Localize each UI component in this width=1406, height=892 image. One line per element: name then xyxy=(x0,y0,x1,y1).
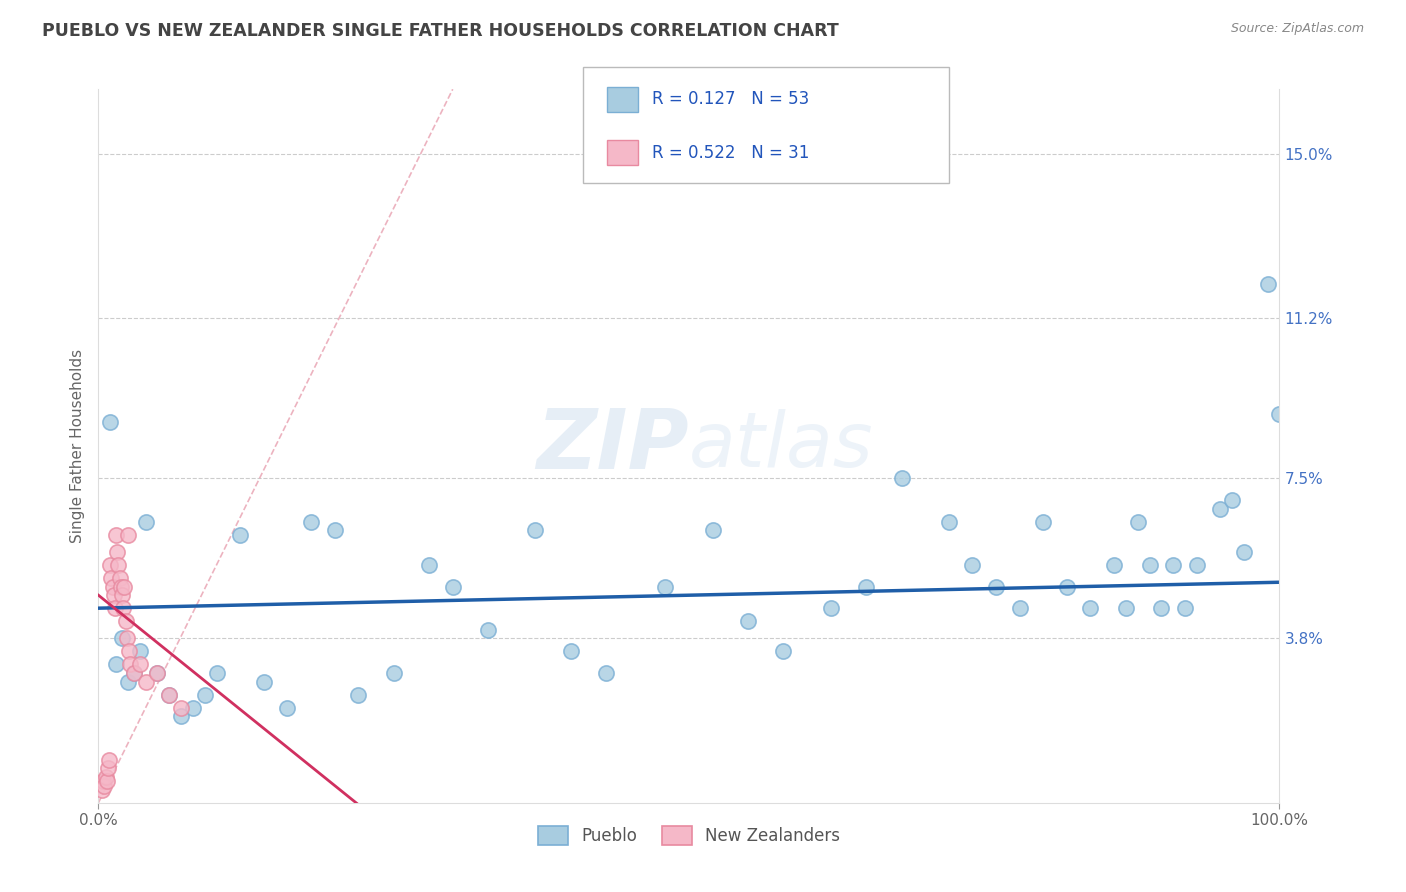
Point xyxy=(100,571,122,585)
Point xyxy=(441,580,464,594)
Text: R = 0.127   N = 53: R = 0.127 N = 53 xyxy=(652,90,810,108)
Point xyxy=(595,666,617,681)
Point xyxy=(1268,407,1291,421)
Point xyxy=(299,515,322,529)
Point xyxy=(157,688,180,702)
Point xyxy=(101,580,124,594)
Point xyxy=(1008,601,1031,615)
Point xyxy=(229,527,252,541)
Point xyxy=(1115,601,1137,615)
Point xyxy=(105,657,128,672)
Point xyxy=(146,666,169,681)
Point xyxy=(104,601,127,615)
Point xyxy=(117,527,139,541)
Point xyxy=(118,644,141,658)
Point xyxy=(98,753,121,767)
Text: atlas: atlas xyxy=(689,409,873,483)
Point xyxy=(112,601,135,615)
Point xyxy=(737,614,759,628)
Point xyxy=(382,666,405,681)
Point xyxy=(1150,601,1173,615)
Point xyxy=(105,545,128,559)
Point xyxy=(111,588,134,602)
Point xyxy=(560,644,582,658)
Point xyxy=(890,471,912,485)
Point xyxy=(772,644,794,658)
Point xyxy=(94,770,117,784)
Point xyxy=(135,515,157,529)
Point xyxy=(1185,558,1208,572)
Point xyxy=(122,666,145,681)
Point xyxy=(418,558,440,572)
Text: R = 0.522   N = 31: R = 0.522 N = 31 xyxy=(652,144,810,161)
Point xyxy=(98,415,121,429)
Point xyxy=(91,782,114,797)
Legend: Pueblo, New Zealanders: Pueblo, New Zealanders xyxy=(531,819,846,852)
Point xyxy=(128,657,150,672)
Point xyxy=(1126,515,1149,529)
Point xyxy=(1257,277,1279,291)
Text: Source: ZipAtlas.com: Source: ZipAtlas.com xyxy=(1230,22,1364,36)
Point xyxy=(170,700,193,714)
Text: ZIP: ZIP xyxy=(536,406,689,486)
Point xyxy=(253,674,276,689)
Y-axis label: Single Father Households: Single Father Households xyxy=(69,349,84,543)
Point xyxy=(146,666,169,681)
Point xyxy=(110,580,132,594)
Point xyxy=(984,580,1007,594)
Point xyxy=(128,644,150,658)
Point xyxy=(98,558,121,572)
Point xyxy=(194,688,217,702)
Point xyxy=(103,588,125,602)
Point xyxy=(938,515,960,529)
Point xyxy=(91,774,114,789)
Point xyxy=(276,700,298,714)
Point xyxy=(855,580,877,594)
Text: PUEBLO VS NEW ZEALANDER SINGLE FATHER HOUSEHOLDS CORRELATION CHART: PUEBLO VS NEW ZEALANDER SINGLE FATHER HO… xyxy=(42,22,839,40)
Point xyxy=(105,527,128,541)
Point xyxy=(205,666,228,681)
Point xyxy=(820,601,842,615)
Point xyxy=(96,774,118,789)
Point xyxy=(97,761,120,775)
Point xyxy=(654,580,676,594)
Point xyxy=(347,688,370,702)
Point xyxy=(157,688,180,702)
Point xyxy=(323,524,346,538)
Point xyxy=(122,666,145,681)
Point xyxy=(115,632,138,646)
Point xyxy=(111,632,134,646)
Point xyxy=(1209,501,1232,516)
Point xyxy=(181,700,204,714)
Point xyxy=(1233,545,1256,559)
Point xyxy=(1139,558,1161,572)
Point xyxy=(107,558,129,572)
Point xyxy=(112,580,135,594)
Point xyxy=(108,571,131,585)
Point xyxy=(1032,515,1054,529)
Point xyxy=(1220,493,1243,508)
Point xyxy=(170,709,193,723)
Point xyxy=(962,558,984,572)
Point xyxy=(1102,558,1125,572)
Point xyxy=(1161,558,1184,572)
Point xyxy=(1056,580,1078,594)
Point xyxy=(1174,601,1197,615)
Point xyxy=(114,614,136,628)
Point xyxy=(120,657,142,672)
Point xyxy=(702,524,724,538)
Point xyxy=(477,623,499,637)
Point xyxy=(93,779,115,793)
Point xyxy=(524,524,547,538)
Point xyxy=(117,674,139,689)
Point xyxy=(1080,601,1102,615)
Point xyxy=(135,674,157,689)
